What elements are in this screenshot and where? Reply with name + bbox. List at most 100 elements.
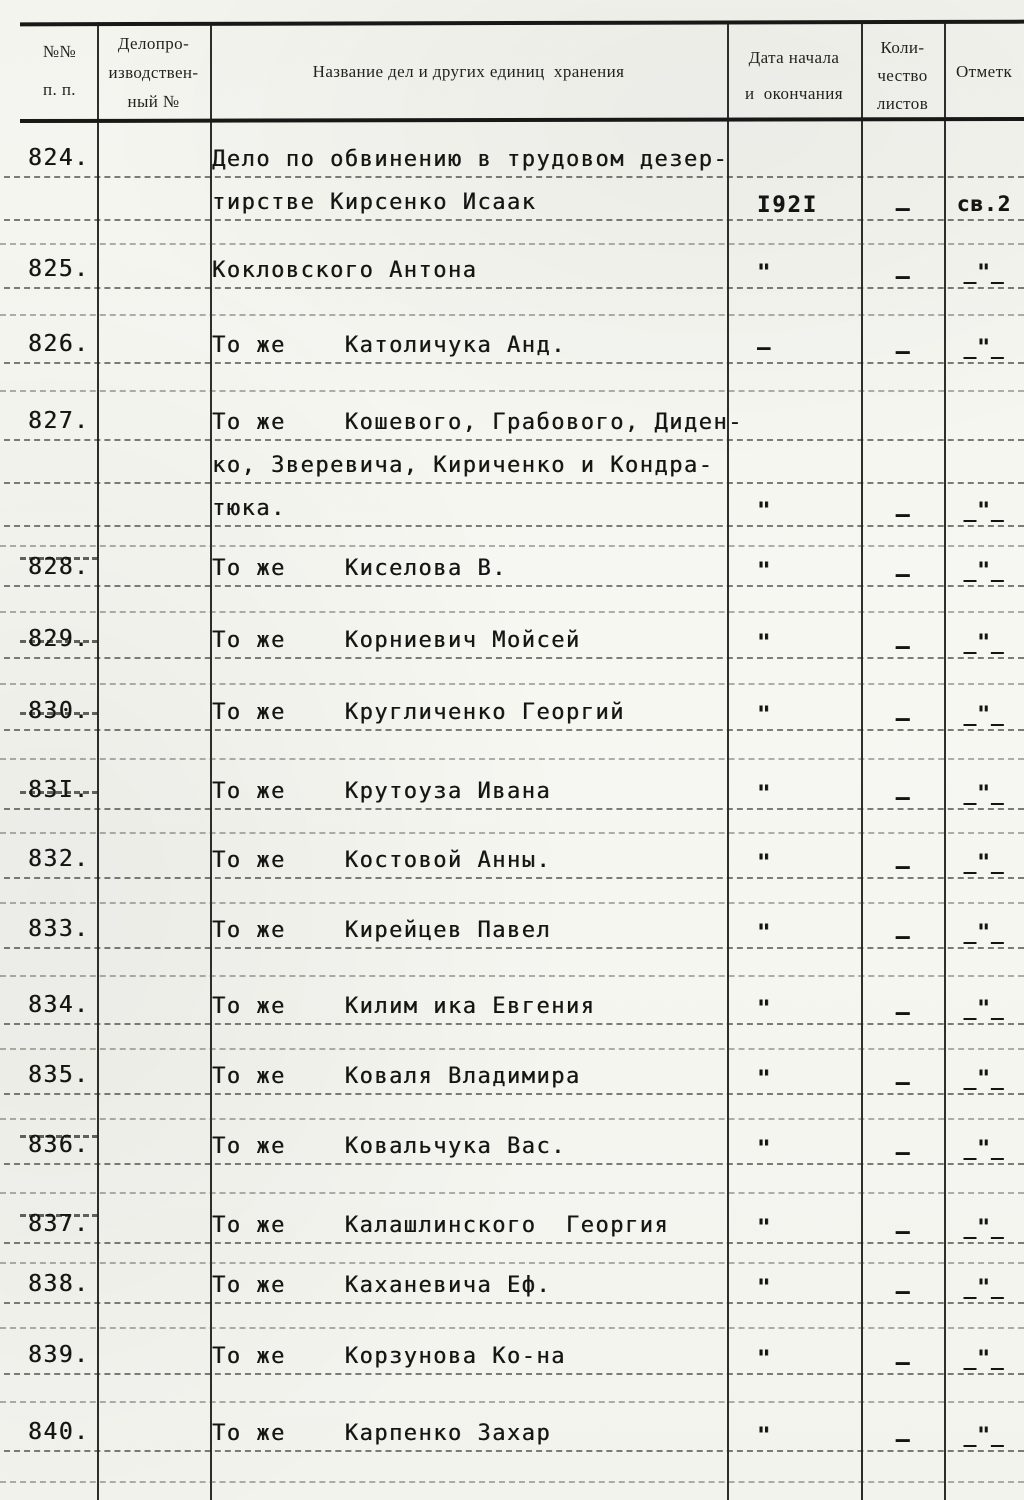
header-title-col: Название дел и других единиц хранения (312, 62, 625, 81)
header-number-col: п. п. (43, 80, 76, 99)
case-title-line: То же Крутоуза Ивана (212, 779, 552, 804)
mark-cell: _"_ (963, 1346, 1005, 1370)
ruled-line (0, 683, 1024, 685)
ruled-line (4, 525, 1024, 527)
mark-cell: _"_ (963, 498, 1005, 522)
ruled-line (4, 1242, 1024, 1244)
header-date-col: и окончания (744, 84, 843, 103)
number-strike-mark (20, 791, 98, 794)
table-row: 838. То же Каханевича Еф. " – _"_ (0, 1271, 1024, 1316)
number-strike-mark (20, 640, 98, 643)
ruled-line (4, 1302, 1024, 1304)
ruled-line (4, 1450, 1024, 1452)
column-divider (97, 22, 99, 1500)
table-row: 824. Дело по обвинению в трудовом дезер-т… (0, 145, 1024, 233)
case-title-line: То же Килим ика Евгения (212, 994, 596, 1019)
sheet-count-cell: – (895, 562, 910, 588)
table-row: 825. Кокловского Антона " – _"_ (0, 256, 1024, 301)
ruled-line (4, 482, 1024, 484)
date-cell: " (757, 921, 773, 946)
ruled-line (4, 287, 1024, 289)
case-title-line: То же Киселова В. (212, 556, 507, 581)
sheet-count-cell: – (895, 634, 910, 660)
ruled-line (4, 1093, 1024, 1095)
table-row: 835. То же Коваля Владимира " – _"_ (0, 1062, 1024, 1107)
ruled-line (4, 585, 1024, 587)
column-divider (210, 22, 212, 1500)
date-cell: " (757, 1424, 773, 1449)
ruled-line (0, 390, 1024, 392)
mark-cell: _"_ (963, 1275, 1005, 1299)
case-title-line: То же Кирейцев Павел (212, 918, 552, 943)
row-number: 829. (28, 626, 90, 652)
number-strike-mark (20, 1135, 98, 1138)
sheet-count-cell: – (895, 1279, 910, 1305)
row-number: 828. (28, 554, 90, 580)
table-row: 836. То же Ковальчука Вас. " – _"_ (0, 1132, 1024, 1177)
case-title-line: Кокловского Антона (212, 258, 478, 283)
table-top-border (19, 19, 1024, 27)
ruled-line (4, 1023, 1024, 1025)
row-number: 840. (28, 1419, 90, 1445)
case-title-line: То же Ковальчука Вас. (212, 1134, 566, 1159)
ruled-line (0, 611, 1024, 613)
case-title-line: То же Калашлинского Георгия (212, 1213, 670, 1238)
mark-cell: _"_ (963, 1423, 1005, 1447)
ruled-line (4, 947, 1024, 949)
ruled-line (4, 1163, 1024, 1165)
header-proc-number-col: изводствен- (108, 63, 199, 82)
header-mark-col: Отметк (956, 62, 1013, 81)
table-row: 840. То же Карпенко Захар " – _"_ (0, 1419, 1024, 1464)
row-number: 824. (28, 145, 90, 171)
number-strike-mark (20, 712, 98, 715)
date-cell: " (757, 997, 773, 1022)
date-cell: " (757, 782, 773, 807)
mark-cell: _"_ (963, 260, 1005, 284)
date-cell: " (757, 631, 773, 656)
number-strike-mark (20, 557, 98, 560)
number-strike-mark (20, 1214, 98, 1217)
date-cell: " (757, 261, 773, 286)
ruled-line (4, 1373, 1024, 1375)
mark-cell: _"_ (963, 630, 1005, 654)
header-sheets-col: Коли- (880, 38, 925, 57)
ruled-line (0, 1048, 1024, 1050)
sheet-count-cell: – (895, 1219, 910, 1245)
header-sheets-col: листов (876, 94, 929, 113)
case-title-line: Дело по обвинению в трудовом дезер- (212, 147, 729, 172)
ruled-line (4, 439, 1024, 441)
row-number: 832. (28, 846, 90, 872)
row-number: 826. (28, 331, 90, 357)
sheet-count-cell: – (895, 502, 910, 528)
row-number: 833. (28, 916, 90, 942)
column-divider (727, 22, 729, 1500)
sheet-count-cell: – (895, 1427, 910, 1453)
row-number: 83I. (28, 777, 90, 803)
case-title-line: То же Кошевого, Грабового, Диден- (212, 410, 743, 435)
date-cell: " (757, 703, 773, 728)
case-title-line: То же Коваля Владимира (212, 1064, 581, 1089)
sheet-count-cell: – (895, 706, 910, 732)
ruled-line (4, 362, 1024, 364)
date-cell: " (757, 1067, 773, 1092)
table-row: 832. То же Костовой Анны. " – _"_ (0, 846, 1024, 891)
ruled-line (0, 545, 1024, 547)
column-divider (944, 22, 946, 1500)
date-cell: " (757, 1347, 773, 1372)
table-row: 83I. То же Крутоуза Ивана " – _"_ (0, 777, 1024, 822)
row-number: 839. (28, 1342, 90, 1368)
mark-cell: _"_ (963, 702, 1005, 726)
sheet-count-cell: – (895, 1000, 910, 1026)
ruled-line (0, 243, 1024, 245)
mark-cell: _"_ (963, 1136, 1005, 1160)
ruled-line (4, 729, 1024, 731)
ruled-line (4, 176, 1024, 178)
table-row: 826. То же Католичука Анд. – – _"_ (0, 331, 1024, 376)
table-row: 833. То же Кирейцев Павел " – _"_ (0, 916, 1024, 961)
case-title-line: То же Корзунова Ко-на (212, 1344, 566, 1369)
mark-cell: _"_ (963, 558, 1005, 582)
header-proc-number-col: ный № (127, 92, 180, 111)
header-bottom-border (19, 116, 1024, 124)
header-sheets-col: чество (877, 66, 928, 85)
date-cell: " (757, 1216, 773, 1241)
